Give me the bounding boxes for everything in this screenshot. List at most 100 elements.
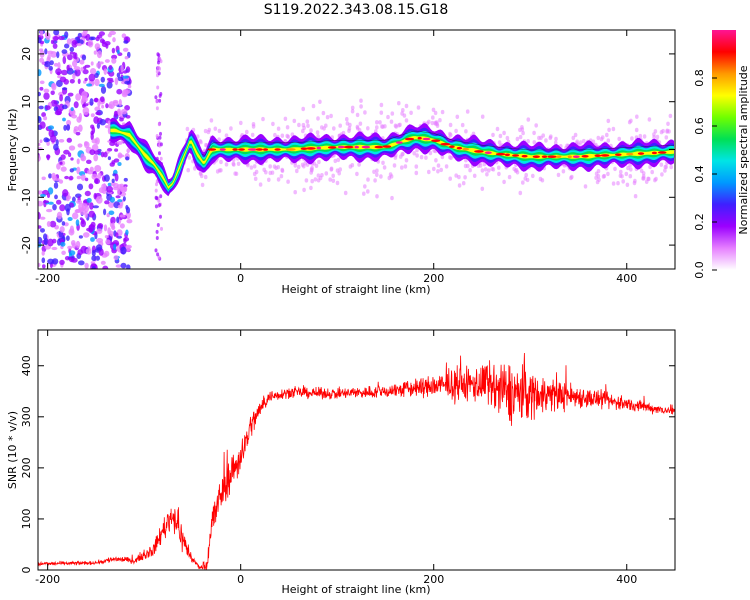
spectrogram-halo-cell: [306, 123, 310, 128]
spectrogram-halo-cell: [402, 113, 407, 118]
spectrogram-halo-cell: [305, 119, 310, 124]
spectrogram-halo-cell: [468, 168, 472, 173]
spectrogram-halo-cell: [454, 173, 459, 178]
spectrogram-noise-cell: [41, 250, 45, 256]
spectrogram-halo-cell: [633, 178, 637, 184]
spectrogram-noise-cell: [159, 131, 162, 136]
spectrogram-halo-cell: [627, 120, 632, 125]
spectrogram-halo-cell: [427, 169, 431, 175]
spectrogram-halo-cell: [606, 118, 611, 124]
spectrogram-noise-cell: [94, 78, 100, 87]
spectrogram-y-ticks: -20 -10 0 10 20: [20, 47, 675, 254]
spectrogram-halo-cell: [457, 174, 461, 180]
spectrogram-noise-cell: [86, 83, 93, 87]
spectrogram-noise-cell: [72, 51, 77, 59]
snr-x-ticks: -200 0 200 400: [35, 330, 637, 586]
spectrogram-noise-cell: [114, 173, 119, 182]
spectrogram-halo-cell: [295, 168, 299, 174]
spectrogram-halo-cell: [329, 167, 334, 172]
spectrogram-noise-cell: [116, 49, 120, 55]
spectrogram-peak-cell: [316, 146, 322, 150]
spectrogram-halo-cell: [268, 164, 273, 169]
spectrogram-halo-cell: [251, 124, 256, 129]
spectrogram-halo-cell: [414, 170, 419, 176]
spectrogram-halo-cell: [415, 148, 419, 153]
spectrogram-noise-cell: [96, 62, 102, 69]
spectrogram-noise-cell: [66, 38, 72, 45]
spectrogram-halo-cell: [638, 133, 643, 139]
spectrogram-halo-cell: [304, 178, 309, 183]
spectrogram-noise-cell: [46, 50, 54, 55]
spectrogram-noise-cell: [50, 134, 57, 143]
spectrogram-noise-cell: [106, 81, 113, 89]
spectrogram-noise-cell: [77, 124, 83, 132]
spectrogram-peak-cell: [615, 153, 622, 156]
spectrogram-peak-cell: [238, 148, 245, 151]
spectrogram-halo-cell: [480, 186, 485, 191]
spectrogram-halo-cell: [524, 172, 528, 178]
spectrogram-peak-cell: [431, 139, 441, 142]
spectrogram-noise-cell: [111, 178, 115, 183]
spectrogram-peak-cell: [374, 145, 384, 149]
spectrogram-noise-cell: [44, 48, 48, 55]
spectrogram-noise-cell: [108, 210, 115, 216]
spectrogram-halo-cell: [404, 103, 409, 109]
colorbar-tick-label: 0.6: [693, 117, 706, 135]
spectrogram-noise-cell: [38, 262, 41, 268]
spectrogram-halo-cell: [372, 169, 376, 174]
spectrogram-halo-cell: [625, 182, 630, 187]
spectrogram-halo-cell: [440, 109, 445, 115]
spectrogram-halo-cell: [480, 114, 485, 119]
spectrogram-noise-cell: [38, 200, 44, 207]
spectrogram-halo-cell: [316, 134, 320, 139]
spectrogram-halo-cell: [601, 174, 606, 179]
spectrogram-noise-cell: [155, 106, 159, 111]
colorbar-tick-label: 0.4: [693, 165, 706, 183]
spectrogram-halo-cell: [280, 167, 285, 173]
spectrogram-halo-cell: [616, 181, 620, 186]
spectrogram-noise-cell: [93, 50, 97, 55]
spectrogram-noise-cell: [70, 257, 78, 263]
spectrogram-peak-cell: [417, 136, 422, 140]
spectrogram-noise-cell: [158, 151, 161, 156]
spectrogram-halo-cell: [186, 168, 190, 173]
spectrogram-noise-cell: [111, 222, 115, 229]
spectrogram-noise-cell: [92, 205, 100, 209]
spectrogram-image: [38, 30, 675, 269]
spectrogram-noise-cell: [159, 142, 163, 147]
spectrogram-halo-cell: [433, 121, 438, 126]
spectrogram-halo-cell: [224, 162, 229, 167]
spectrogram-noise-cell: [104, 250, 110, 257]
spectrogram-halo-cell: [232, 162, 236, 167]
spectrogram-noise-cell: [49, 220, 57, 228]
spectrogram-halo-cell: [285, 125, 290, 130]
spectrogram-halo-cell: [444, 164, 449, 169]
spectrogram-peak-cell: [285, 148, 296, 151]
spectrogram-noise-cell: [53, 143, 59, 151]
spectrogram-noise-cell: [69, 109, 76, 117]
spectrogram-noise-cell: [52, 204, 57, 211]
spectrogram-halo-cell: [296, 164, 301, 170]
spectrogram-halo-cell: [234, 171, 239, 176]
spectrogram-noise-cell: [116, 72, 121, 78]
spectrogram-noise-cell: [96, 122, 100, 129]
spectrogram-noise-cell: [66, 124, 71, 131]
spectrogram-noise-cell: [93, 192, 97, 200]
spectrogram-noise-cell: [73, 101, 79, 109]
spectrogram-noise-cell: [104, 59, 110, 63]
spectrogram-halo-cell: [270, 170, 275, 175]
spectrogram-halo-cell: [626, 165, 630, 171]
spectrogram-noise-cell: [44, 61, 51, 68]
colorbar-gradient: [712, 30, 736, 270]
spectrogram-halo-cell: [544, 138, 548, 143]
spectrogram-halo-cell: [398, 122, 402, 128]
x-tick-label: 200: [423, 272, 444, 285]
spectrogram-noise-cell: [90, 132, 94, 141]
spectrogram-halo-cell: [436, 169, 440, 174]
spectrogram-noise-cell: [38, 105, 44, 110]
spectrogram-halo-cell: [286, 179, 290, 184]
spectrogram-halo-cell: [463, 175, 467, 180]
spectrogram-halo-cell: [655, 134, 660, 140]
spectrogram-peak-cell: [474, 150, 484, 153]
